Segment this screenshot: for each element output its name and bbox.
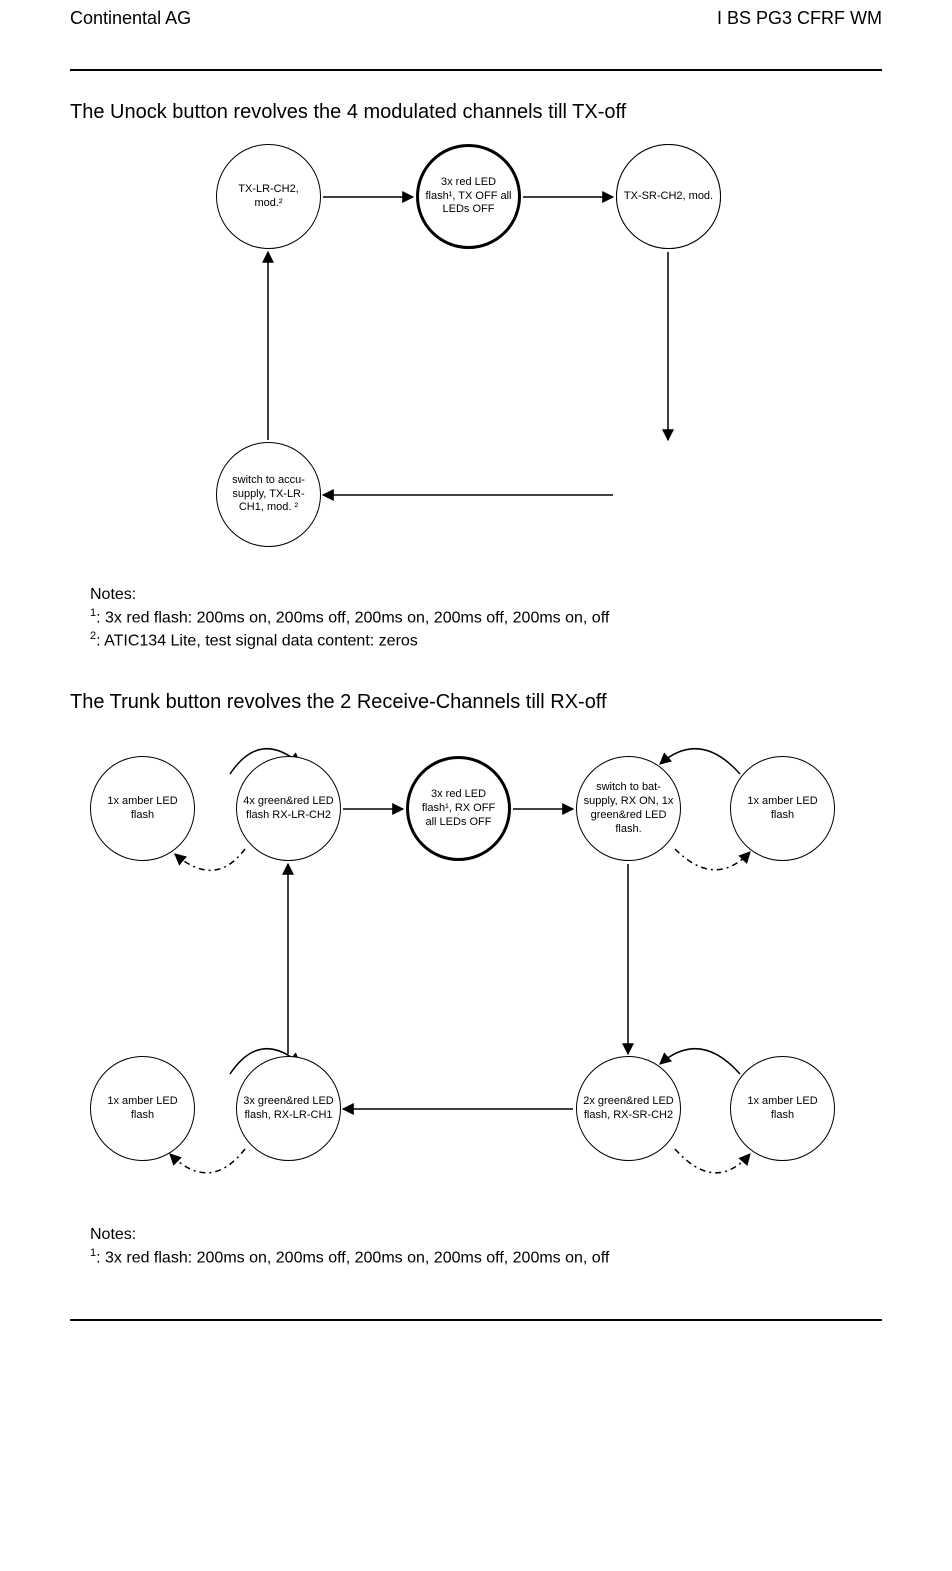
footer-rule [70, 1319, 882, 1321]
notes-label: Notes: [90, 1224, 882, 1246]
note-2: 2: ATIC134 Lite, test signal data conten… [90, 629, 882, 652]
node-label: switch to accu-supply, TX-LR-CH1, mod. ² [223, 474, 314, 515]
node-amber-2: 1x amber LED flash [730, 756, 835, 861]
node-label: 3x red LED flash¹, RX OFF all LEDs OFF [415, 788, 502, 829]
node-amber-4: 1x amber LED flash [730, 1056, 835, 1161]
node-tx-lr-ch2: TX-LR-CH2, mod.² [216, 144, 321, 249]
node-3x-green-red: 3x green&red LED flash, RX-LR-CH1 [236, 1056, 341, 1161]
node-amber-3: 1x amber LED flash [90, 1056, 195, 1161]
page-header: Continental AG I BS PG3 CFRF WM [70, 0, 882, 29]
node-accu-supply-tx: switch to accu-supply, TX-LR-CH1, mod. ² [216, 442, 321, 547]
node-amber-1: 1x amber LED flash [90, 756, 195, 861]
header-rule [70, 69, 882, 71]
node-label: 3x green&red LED flash, RX-LR-CH1 [243, 1095, 334, 1123]
node-rx-off: 3x red LED flash¹, RX OFF all LEDs OFF [406, 756, 511, 861]
node-label: 4x green&red LED flash RX-LR-CH2 [243, 795, 334, 823]
header-right: I BS PG3 CFRF WM [717, 8, 882, 29]
node-2x-green-red: 2x green&red LED flash, RX-SR-CH2 [576, 1056, 681, 1161]
node-label: 1x amber LED flash [737, 1095, 828, 1123]
note-1: 1: 3x red flash: 200ms on, 200ms off, 20… [90, 606, 882, 629]
node-4x-green-red: 4x green&red LED flash RX-LR-CH2 [236, 756, 341, 861]
section2-notes: Notes: 1: 3x red flash: 200ms on, 200ms … [90, 1224, 882, 1269]
node-tx-off: 3x red LED flash¹, TX OFF all LEDs OFF [416, 144, 521, 249]
node-label: 1x amber LED flash [737, 795, 828, 823]
section1-notes: Notes: 1: 3x red flash: 200ms on, 200ms … [90, 584, 882, 651]
node-label: 1x amber LED flash [97, 795, 188, 823]
note-1: 1: 3x red flash: 200ms on, 200ms off, 20… [90, 1246, 882, 1269]
diagram-tx: TX-LR-CH2, mod.² 3x red LED flash¹, TX O… [210, 144, 790, 564]
node-label: TX-SR-CH2, mod. [624, 190, 713, 204]
node-label: 2x green&red LED flash, RX-SR-CH2 [583, 1095, 674, 1123]
node-label: switch to bat-supply, RX ON, 1x green&re… [583, 781, 674, 836]
node-label: 3x red LED flash¹, TX OFF all LEDs OFF [425, 176, 512, 217]
node-bat-supply-rx: switch to bat-supply, RX ON, 1x green&re… [576, 756, 681, 861]
node-label: 1x amber LED flash [97, 1095, 188, 1123]
section2-title: The Trunk button revolves the 2 Receive-… [70, 691, 882, 714]
section1-title: The Unock button revolves the 4 modulate… [70, 101, 882, 124]
diagram-rx: 1x amber LED flash 4x green&red LED flas… [60, 734, 880, 1204]
header-left: Continental AG [70, 8, 191, 29]
node-label: TX-LR-CH2, mod.² [223, 183, 314, 211]
node-tx-sr-ch2: TX-SR-CH2, mod. [616, 144, 721, 249]
notes-label: Notes: [90, 584, 882, 606]
